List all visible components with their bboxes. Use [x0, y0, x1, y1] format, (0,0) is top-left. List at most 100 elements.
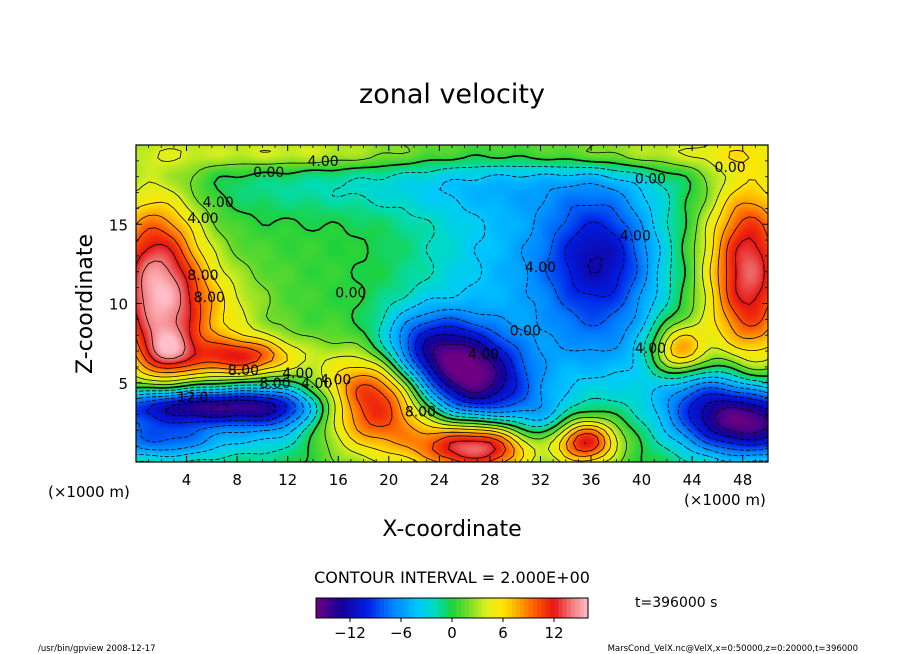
contour-line: [135, 144, 769, 463]
x-axis-ticks: 4 8 12 16 20 24 28 32 36 40 44 48: [148, 145, 756, 489]
contour-label: 4.00: [203, 195, 234, 211]
footer-right: MarsCond_VelX.nc@VelX,x=0:50000,z=0:2000…: [608, 644, 858, 654]
colorbar-cell: [515, 598, 521, 618]
colorbar-cell: [524, 598, 529, 618]
colorbar-cell: [490, 598, 495, 618]
contour-line: [135, 237, 765, 459]
colorbar-cell: [362, 598, 368, 618]
contour-line: [145, 221, 769, 446]
colorbar-cell: [537, 598, 542, 618]
colorbar-cell: [358, 598, 364, 618]
x-axis-label: X-coordinate: [382, 517, 521, 542]
x-tick-label: 40: [632, 471, 651, 489]
colorbar-cell: [486, 598, 491, 618]
y-tick-label: 10: [109, 296, 128, 314]
contour-label: 0.00: [253, 165, 284, 181]
contour-label: 4.00: [320, 373, 351, 389]
contour-line: [135, 202, 769, 463]
contour-label: 4.00: [620, 228, 651, 244]
contour-line: [141, 260, 186, 360]
colorbar-cell: [456, 598, 461, 618]
colorbar-cell: [477, 598, 483, 618]
contour-line: [135, 149, 769, 463]
colorbar-tick-label: −6: [390, 624, 412, 642]
colorbar-cell: [337, 598, 342, 618]
x-tick-label: 36: [581, 471, 600, 489]
colorbar-cell: [345, 598, 351, 618]
colorbar-cell: [503, 598, 508, 618]
time-label: t=396000 s: [635, 595, 717, 611]
y-axis-label: Z-coordinate: [73, 234, 98, 374]
colorbar-cell: [328, 598, 334, 618]
colorbar-cell: [341, 598, 347, 618]
colorbar-cell: [401, 598, 406, 618]
contour-line: [164, 256, 769, 441]
contour-line: [135, 165, 769, 463]
colorbar-cell: [545, 598, 551, 618]
colorbar-cell: [320, 598, 325, 618]
contour-interval-text: CONTOUR INTERVAL = 2.000E+00: [314, 568, 590, 587]
contour-lines: [135, 144, 769, 463]
contour-line: [135, 183, 769, 457]
colorbar-cell: [452, 598, 457, 618]
colorbar-cell: [439, 598, 444, 618]
contour-label: 8.00: [228, 363, 259, 379]
colorbar-tick-label: 12: [544, 624, 563, 642]
contour-label: 8.00: [259, 376, 290, 392]
colorbar-tick-label: 0: [447, 624, 457, 642]
colorbar: −12 −6 0 6 12: [315, 597, 589, 642]
colorbar-cell: [435, 598, 440, 618]
y-tick-label: 15: [109, 216, 128, 234]
contour-label: 8.00: [405, 404, 436, 420]
colorbar-cell: [511, 598, 517, 618]
colorbar-cell: [333, 598, 338, 618]
colorbar-cell: [324, 598, 330, 618]
colorbar-cell: [405, 598, 410, 618]
colorbar-cell: [579, 598, 585, 618]
x-tick-label: 4: [182, 471, 192, 489]
colorbar-cell: [316, 598, 321, 618]
footer-left: /usr/bin/gpview 2008-12-17: [38, 644, 156, 654]
colorbar-cell: [371, 598, 376, 618]
colorbar-cell: [392, 598, 398, 618]
x-tick-label: 8: [232, 471, 242, 489]
colorbar-tick-label: 6: [498, 624, 508, 642]
colorbar-cell: [575, 598, 580, 618]
colorbar-cell: [388, 598, 393, 618]
contour-label: 4.00: [635, 341, 666, 357]
contour-label: 4.00: [301, 376, 332, 392]
contour-label: 8.00: [187, 268, 218, 284]
contour-label: 4.00: [282, 366, 313, 382]
plot-area: 4.000.00 0.000.004.004.004.004.008.008.00…: [135, 144, 769, 463]
colorbar-cell: [430, 598, 436, 618]
colorbar-tick-label: −12: [334, 624, 366, 642]
colorbar-cell: [413, 598, 419, 618]
contour-label: 0.00: [510, 323, 541, 339]
colorbar-cell: [554, 598, 559, 618]
contour-line: [209, 343, 769, 434]
colorbar-cell: [481, 598, 487, 618]
colorbar-cell: [422, 598, 427, 618]
colorbar-cell: [464, 598, 470, 618]
y-axis-ticks: 5 10 15: [109, 160, 768, 447]
colorbar-cell: [426, 598, 432, 618]
x-tick-label: 48: [733, 471, 752, 489]
chart-title: zonal velocity: [359, 79, 545, 110]
contour-labels: 4.000.00 0.000.004.004.004.004.008.008.00…: [177, 154, 745, 420]
colorbar-cell: [460, 598, 466, 618]
colorbar-cell: [541, 598, 546, 618]
contour-line: [135, 204, 769, 451]
x-tick-label: 28: [480, 471, 499, 489]
colorbar-cell: [571, 598, 576, 618]
colorbar-cell: [379, 598, 385, 618]
heatmap-image: [136, 145, 768, 462]
colorbar-cell: [469, 598, 474, 618]
contour-label: 4.00: [468, 347, 499, 363]
contour-label: 8.00: [194, 290, 225, 306]
x-tick-label: 20: [379, 471, 398, 489]
y-tick-label: 5: [118, 375, 128, 393]
x-tick-label: 32: [531, 471, 550, 489]
colorbar-cell: [375, 598, 381, 618]
contour-label: 4.00: [187, 211, 218, 227]
